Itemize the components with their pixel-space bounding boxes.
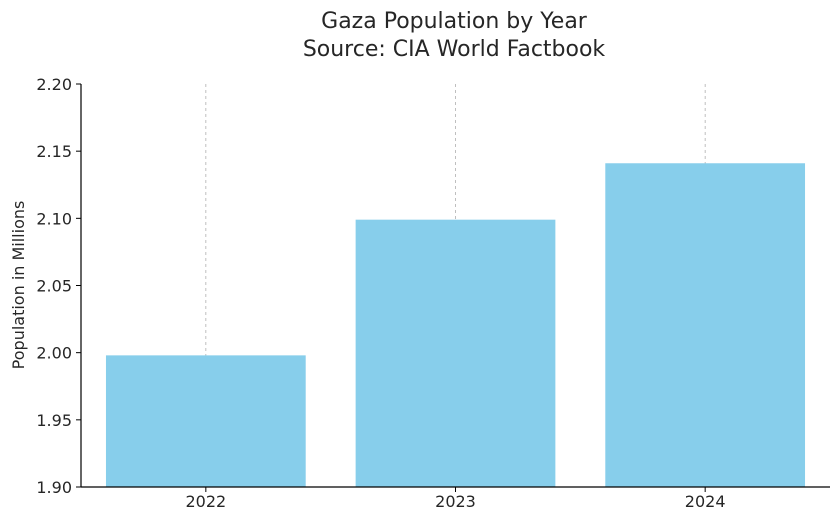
y-axis-label: Population in Millions bbox=[9, 201, 28, 370]
y-tick-label: 1.95 bbox=[36, 411, 72, 430]
x-tick-label-2023: 2023 bbox=[435, 492, 476, 511]
grid-lines bbox=[205, 84, 706, 487]
x-tick-label-2022: 2022 bbox=[185, 492, 226, 511]
chart-subtitle: Source: CIA World Factbook bbox=[303, 37, 606, 62]
y-tick-label: 2.05 bbox=[36, 277, 72, 296]
chart-title: Gaza Population by Year bbox=[321, 9, 588, 34]
y-tick-label: 2.00 bbox=[36, 344, 72, 363]
y-tick-label: 2.15 bbox=[36, 142, 72, 161]
bar-2024 bbox=[605, 163, 806, 488]
bars bbox=[105, 163, 806, 488]
axes bbox=[76, 83, 830, 492]
bar-2022 bbox=[105, 355, 306, 487]
x-tick-label-2024: 2024 bbox=[685, 492, 726, 511]
y-tick-label: 2.10 bbox=[36, 209, 72, 228]
y-tick-label: 1.90 bbox=[36, 478, 72, 497]
bar-2023 bbox=[355, 219, 556, 487]
y-tick-label: 2.20 bbox=[36, 75, 72, 94]
tick-labels: 2022 2023 2024 1.90 1.95 2.00 2.05 2.10 2.15 2.20 bbox=[36, 75, 725, 511]
